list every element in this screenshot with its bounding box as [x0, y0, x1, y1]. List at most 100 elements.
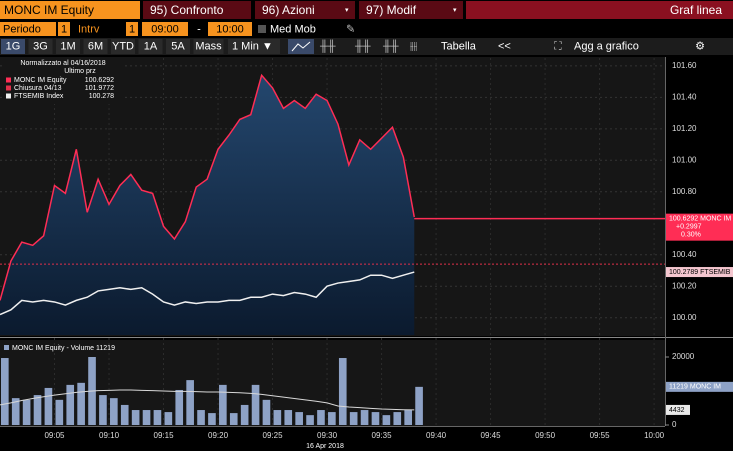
volume-bar [110, 398, 118, 425]
range-button[interactable] [1, 39, 25, 54]
range-button[interactable] [111, 39, 135, 54]
range-button[interactable] [83, 39, 108, 54]
y-tick-label: 0 [672, 420, 677, 429]
price-tag-change: +0.2997 [676, 224, 702, 231]
actions: 96) Azioni [262, 3, 315, 17]
legend-value: 100.6292 [85, 77, 114, 84]
dash: - [197, 23, 201, 35]
price-tag-pct: 0.30% [681, 232, 701, 239]
add-to-chart[interactable]: Agg a grafico [574, 40, 639, 52]
legend-label: FTSEMIB Index [14, 93, 64, 100]
volume-bar [382, 415, 391, 425]
period-label: Periodo [3, 23, 41, 35]
legend-box [4, 58, 122, 104]
table[interactable]: Tabella [441, 40, 477, 52]
volume-bar [371, 412, 380, 425]
date-label: 16 Apr 2018 [306, 443, 344, 450]
security-box[interactable] [0, 1, 140, 19]
volume-bar [306, 415, 314, 425]
end-box[interactable] [208, 22, 252, 36]
volume-bar [197, 410, 205, 425]
line-icon [291, 41, 311, 52]
compare-button[interactable] [143, 1, 251, 19]
volume-bar [153, 410, 162, 425]
volume-bar [142, 410, 151, 425]
range-button[interactable] [56, 39, 80, 54]
x-tick-label: 10:00 [644, 431, 665, 440]
volume-bar [33, 395, 42, 425]
x-tick-label: 09:25 [263, 431, 284, 440]
actions-button[interactable] [255, 1, 355, 19]
start: 09:00 [151, 23, 179, 35]
volume-bar [1, 358, 9, 425]
moving-avg: Med Mob [270, 23, 316, 35]
range-button[interactable] [193, 39, 224, 54]
x-tick-label: 09:50 [535, 431, 556, 440]
avg-tag-label: 4432 [669, 407, 685, 414]
volume-tag [666, 381, 733, 392]
x-tick-label: 09:15 [154, 431, 175, 440]
y-tick-label: 100.20 [672, 281, 697, 290]
checkbox[interactable] [258, 25, 266, 33]
index-tag [666, 267, 733, 278]
volume-bar [338, 358, 347, 425]
x-tick-label: 09:55 [590, 431, 611, 440]
range-label: 1M [60, 40, 75, 52]
start-box[interactable] [142, 22, 188, 36]
range-label: 1A [144, 40, 158, 52]
settings-gear[interactable]: ⚙ [695, 40, 705, 52]
interval-box[interactable] [126, 22, 138, 36]
range-label: Mass [195, 40, 222, 52]
legend-swatch [6, 77, 11, 83]
volume-bar [44, 387, 53, 425]
range-button[interactable] [28, 39, 53, 54]
volume-bar [22, 399, 31, 425]
legend-value: 101.9772 [85, 85, 114, 92]
area [0, 75, 415, 335]
volume-bar [393, 412, 402, 425]
range-label: 1G [6, 40, 21, 52]
index-tag-label: 100.2789 FTSEMIB [669, 269, 731, 276]
volume-bar [164, 412, 173, 425]
volume-bar [229, 413, 238, 425]
bar-size-box[interactable] [228, 39, 280, 54]
legend-label: Chiusura 04/13 [14, 85, 62, 92]
volume-bar [208, 413, 216, 425]
volume-bar [360, 410, 369, 425]
pencil-icon[interactable]: ✎ [346, 23, 355, 35]
series-line [0, 73, 415, 301]
end: 10:00 [216, 23, 244, 35]
back[interactable]: << [498, 40, 511, 52]
y-tick-label: 20000 [672, 352, 695, 361]
volume-bar [415, 386, 423, 425]
ohlc-icon[interactable]: ╫╫ [382, 38, 399, 53]
volume-bar [262, 399, 271, 425]
range-label: 3G [33, 40, 48, 52]
volume-bar [77, 382, 85, 425]
legend-swatch [6, 93, 11, 99]
x-tick-label: 09:20 [208, 431, 229, 440]
chart-type: Graf linea [670, 3, 722, 17]
volume-bar [186, 380, 194, 425]
interval-label: Intrv [78, 23, 100, 35]
period-box[interactable] [58, 22, 70, 36]
range-button[interactable] [138, 39, 163, 54]
volume-bar [349, 412, 358, 425]
edit-button[interactable] [359, 1, 463, 19]
x-tick-label: 09:45 [481, 431, 502, 440]
y-tick-label: 100.40 [672, 250, 697, 259]
volume-bar [219, 384, 227, 425]
volume-bar [404, 410, 412, 425]
volume-legend-swatch [4, 345, 9, 350]
candle-icon[interactable]: ╫╫ [319, 38, 336, 53]
chart-type-box[interactable] [466, 1, 733, 19]
volume-bar [11, 398, 20, 425]
hilo-icon[interactable]: ⫲⫲ [410, 40, 418, 52]
range-button[interactable] [166, 39, 190, 54]
range-label: YTD [112, 40, 134, 52]
price-tag [666, 213, 733, 241]
bar-icon[interactable]: ╫╫ [354, 38, 371, 53]
compare: 95) Confronto [150, 3, 224, 17]
series-line [0, 271, 415, 316]
